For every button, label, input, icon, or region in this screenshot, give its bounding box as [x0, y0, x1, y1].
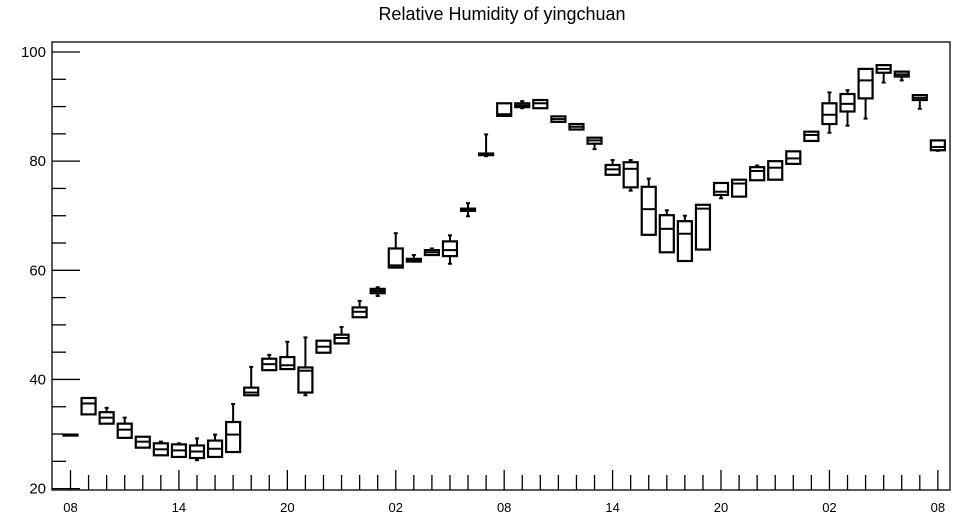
- box-group: [423, 247, 440, 257]
- box-group: [206, 433, 224, 459]
- box-group: [694, 203, 712, 251]
- box-group: [911, 94, 928, 110]
- box-group: [821, 91, 838, 134]
- axis-layer: 20 40 60 80 100 08 14 20 02 08 14 20 02 08: [21, 44, 945, 515]
- box-iqr: [676, 220, 693, 263]
- box-group: [152, 440, 169, 457]
- box-group: [875, 63, 892, 84]
- y-tick-label: 40: [29, 371, 46, 388]
- box-group: [478, 133, 495, 158]
- box-group: [568, 122, 585, 131]
- box-group: [622, 159, 639, 192]
- x-tick-label: 02: [822, 500, 836, 515]
- box-iqr: [387, 247, 404, 269]
- box-group: [803, 130, 820, 143]
- box-group: [604, 159, 621, 176]
- box-iqr: [116, 422, 133, 439]
- box-group: [730, 178, 748, 198]
- box-group: [640, 177, 657, 236]
- box-group: [532, 98, 549, 110]
- box-group: [712, 181, 730, 200]
- x-tick-label: 14: [172, 500, 186, 515]
- box-iqr: [694, 203, 712, 251]
- box-iqr: [279, 355, 296, 371]
- x-tick-label: 08: [931, 500, 945, 515]
- box-group: [586, 136, 603, 151]
- box-iqr: [712, 181, 730, 197]
- box-iqr: [839, 92, 856, 113]
- box-iqr: [441, 240, 459, 258]
- box-group: [333, 326, 350, 345]
- x-tick-label: 20: [280, 500, 294, 515]
- box-group: [62, 433, 79, 437]
- y-tick-label: 20: [29, 481, 46, 498]
- box-group: [496, 102, 513, 117]
- box-group: [369, 286, 386, 297]
- x-tick-label: 08: [63, 500, 77, 515]
- x-tick-label: 14: [605, 500, 619, 515]
- x-tick-label: 02: [389, 500, 403, 515]
- box-iqr: [730, 178, 748, 198]
- x-tick-label: 08: [497, 500, 511, 515]
- box-group: [297, 336, 314, 397]
- box-iqr: [767, 160, 784, 181]
- box-iqr: [640, 185, 657, 236]
- box-group: [243, 365, 260, 397]
- box-iqr: [749, 166, 766, 182]
- box-iqr: [622, 161, 639, 189]
- box-group: [170, 442, 188, 459]
- box-group: [857, 67, 874, 120]
- box-group: [749, 164, 766, 182]
- box-iqr: [857, 67, 874, 100]
- y-tick-label: 60: [29, 262, 46, 279]
- box-group: [98, 406, 115, 425]
- box-group: [658, 209, 675, 254]
- box-group: [116, 416, 133, 439]
- box-iqr: [496, 102, 513, 117]
- box-iqr: [225, 420, 242, 454]
- box-group: [676, 214, 693, 263]
- box-group: [459, 202, 477, 218]
- box-iqr: [803, 130, 820, 143]
- box-group: [387, 232, 404, 269]
- box-group: [893, 70, 910, 82]
- box-group: [279, 340, 296, 371]
- box-iqr: [243, 386, 260, 397]
- box-group: [550, 115, 567, 123]
- box-group: [441, 234, 459, 265]
- chart-title: Relative Humidity of yingchuan: [378, 4, 626, 24]
- box-group: [839, 89, 856, 127]
- box-group: [225, 403, 242, 454]
- y-tick-label: 80: [29, 153, 46, 170]
- box-iqr: [929, 139, 946, 152]
- box-group: [134, 435, 151, 449]
- box-iqr: [658, 214, 675, 254]
- box-group: [785, 150, 802, 165]
- box-iqr: [80, 396, 97, 416]
- box-group: [80, 396, 97, 416]
- x-tick-label: 20: [714, 500, 728, 515]
- box-group: [767, 160, 784, 181]
- box-group: [188, 437, 206, 462]
- box-group: [261, 353, 278, 372]
- box-group: [351, 299, 368, 319]
- box-group: [315, 339, 332, 354]
- y-tick-label: 100: [21, 44, 46, 61]
- box-group: [405, 254, 422, 263]
- box-iqr: [821, 102, 838, 126]
- box-iqr: [333, 333, 350, 345]
- plot-frame: [51, 41, 951, 491]
- boxes-layer: [62, 63, 946, 462]
- box-iqr: [297, 366, 314, 394]
- box-group: [929, 139, 946, 152]
- box-group: [514, 100, 531, 110]
